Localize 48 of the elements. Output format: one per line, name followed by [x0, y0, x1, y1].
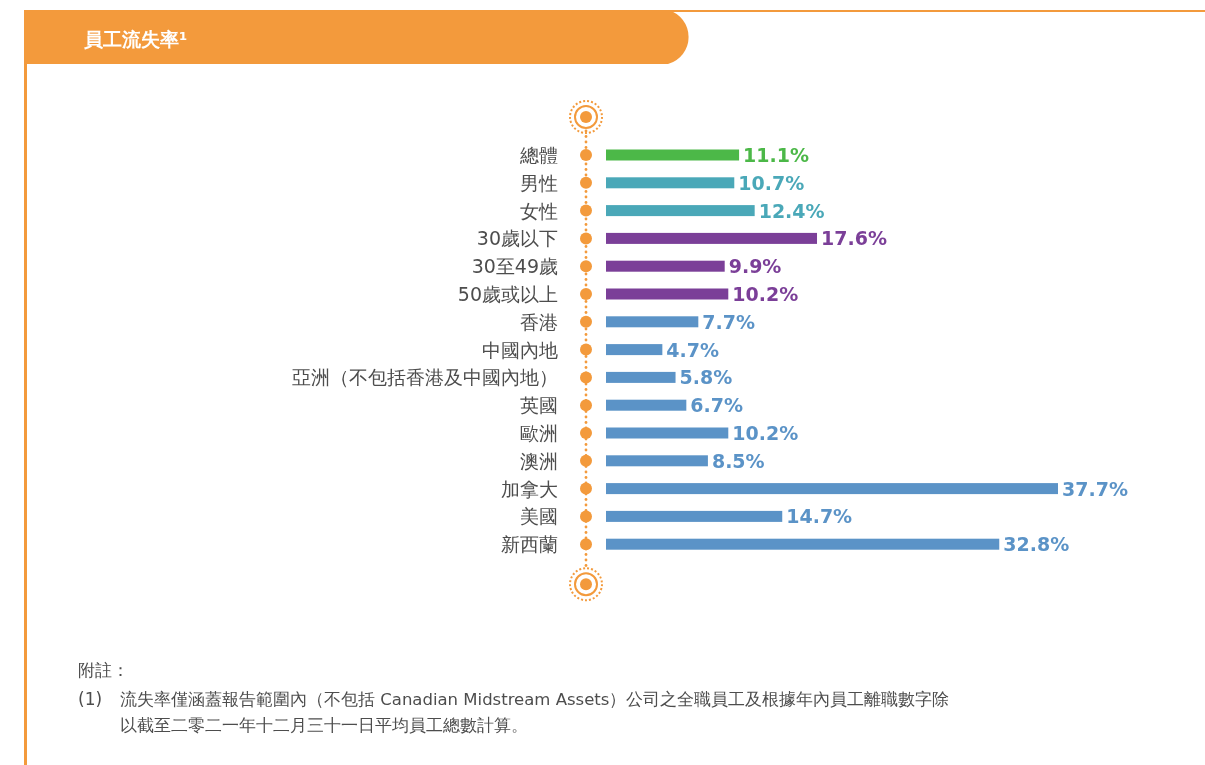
data-label: 5.8%: [679, 366, 733, 389]
y-tick-label: 30至49歲: [471, 255, 558, 278]
bar: [606, 371, 676, 383]
text: 附註：: [78, 660, 129, 680]
data-label: 37.7%: [1062, 477, 1128, 500]
bar: [606, 288, 729, 300]
bar: [606, 177, 735, 189]
y-tick-label: 香港: [520, 310, 558, 333]
bar: [606, 483, 1058, 495]
bar: [606, 399, 687, 411]
y-tick-label: 亞洲（不包括香港及中國內地）: [292, 366, 558, 389]
bar: [606, 316, 699, 328]
y-tick-label: 美國: [520, 505, 558, 528]
text: 員工流失率¹: [83, 28, 188, 50]
data-label: 7.7%: [702, 310, 756, 333]
bar: [606, 510, 783, 522]
bar: [606, 232, 818, 244]
bar: [606, 149, 740, 161]
data-label: 32.8%: [1003, 533, 1070, 556]
bar: [606, 260, 725, 272]
bar: [606, 538, 1000, 550]
data-label: 10.2%: [732, 422, 799, 444]
data-label: 14.7%: [786, 505, 853, 528]
y-tick-label: 30歲以下: [476, 227, 558, 250]
data-label: 12.4%: [758, 199, 825, 222]
data-label: 17.6%: [821, 227, 887, 250]
y-tick-label: 中國內地: [482, 338, 558, 361]
y-tick-label: 50歲或以上: [457, 283, 558, 305]
text: (1) 流失率僅涵蓋報告範圍內（不包括 Canadian Midstream Assets）公司之全職員工及根據年內員工離職數字除以截至二零二一年十二月三十一日平均員工總數計算。: [78, 689, 950, 735]
y-tick-label: 英國: [520, 394, 558, 417]
y-tick-label: 加拿大: [501, 477, 558, 500]
bar: [606, 205, 755, 217]
y-tick-label: 新西蘭: [501, 533, 558, 556]
data-label: 6.7%: [690, 394, 744, 417]
data-label: 4.7%: [666, 338, 720, 361]
y-tick-label: 澳洲: [520, 449, 558, 472]
bar: [606, 344, 663, 356]
y-tick-label: 男性: [520, 171, 558, 194]
data-label: 11.1%: [743, 144, 809, 166]
y-tick-label: 女性: [520, 199, 558, 222]
y-tick-label: 歐洲: [520, 422, 558, 444]
y-tick-label: 總體: [519, 144, 558, 166]
bar: [606, 427, 729, 439]
data-label: 10.7%: [738, 171, 805, 194]
data-label: 9.9%: [728, 255, 782, 278]
bar: [606, 455, 708, 467]
data-label: 8.5%: [711, 449, 765, 472]
data-label: 10.2%: [732, 283, 799, 305]
